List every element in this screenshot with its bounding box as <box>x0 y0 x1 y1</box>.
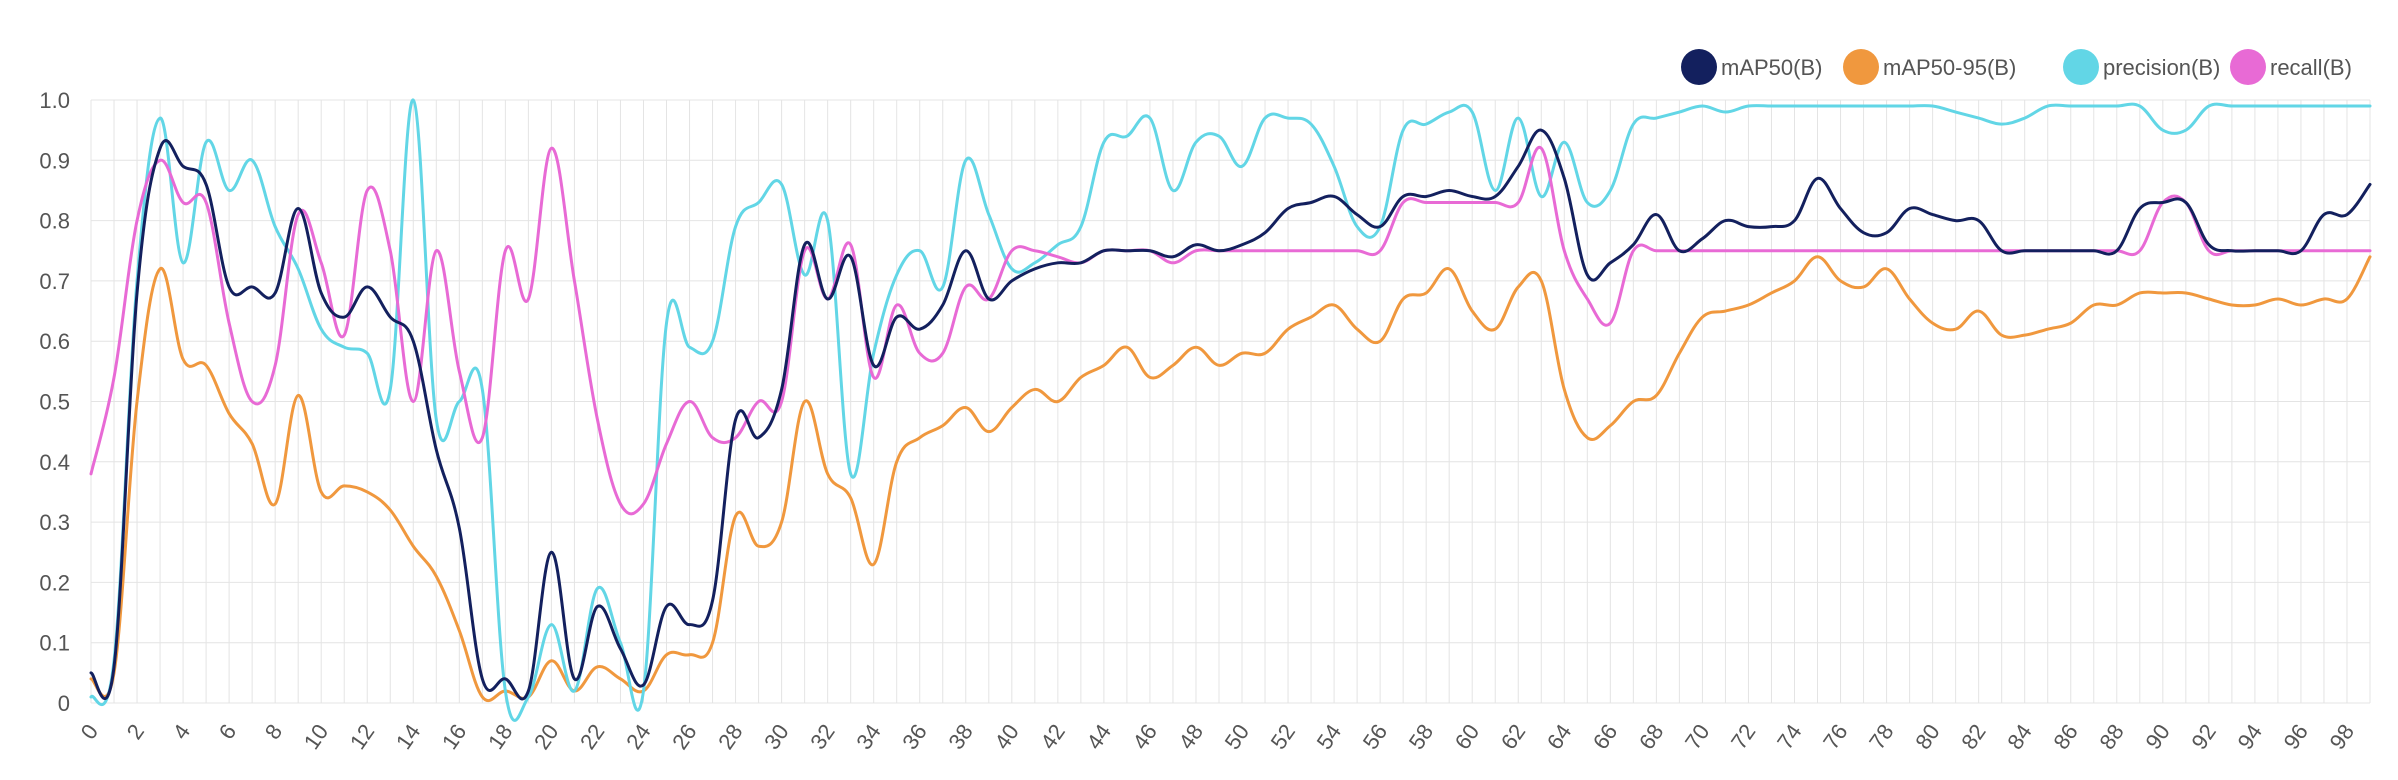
y-tick-label: 0.7 <box>39 269 70 294</box>
x-tick-label: 14 <box>391 720 426 754</box>
y-tick-label: 0.9 <box>39 148 70 173</box>
legend-marker-map50-95-b[interactable] <box>1843 49 1879 85</box>
y-tick-label: 0 <box>58 691 70 716</box>
x-tick-label: 46 <box>1128 720 1163 754</box>
x-tick-label: 42 <box>1035 720 1070 754</box>
x-tick-label: 40 <box>989 720 1024 754</box>
x-tick-label: 56 <box>1358 720 1393 754</box>
y-tick-label: 0.4 <box>39 450 70 475</box>
x-tick-label: 50 <box>1220 720 1255 754</box>
x-tick-label: 54 <box>1312 720 1347 754</box>
series-line-map50-95-b <box>89 255 2372 703</box>
legend-marker-map50-b[interactable] <box>1681 49 1717 85</box>
x-tick-label: 90 <box>2140 720 2175 754</box>
x-tick-label: 20 <box>529 720 564 754</box>
axes: 00.10.20.30.40.50.60.70.80.91.00 2 4 6 8 10 12… <box>39 88 2359 754</box>
x-tick-label: 30 <box>759 720 794 754</box>
y-tick-label: 0.1 <box>39 631 70 656</box>
x-tick-label: 84 <box>2002 720 2037 754</box>
x-tick-label: 62 <box>1496 720 1531 754</box>
x-tick-label: 6 <box>214 720 242 744</box>
y-tick-label: 0.6 <box>39 329 70 354</box>
legend-label-recall-b[interactable]: recall(B) <box>2270 55 2352 80</box>
grid <box>90 99 2371 704</box>
y-tick-label: 0.5 <box>39 390 70 415</box>
series-lines <box>89 98 2372 722</box>
x-tick-label: 88 <box>2094 720 2129 754</box>
x-tick-label: 78 <box>1864 720 1899 754</box>
y-tick-label: 1.0 <box>39 88 70 113</box>
x-tick-label: 94 <box>2232 720 2267 754</box>
x-tick-label: 86 <box>2048 720 2083 754</box>
x-tick-label: 32 <box>805 720 840 754</box>
legend-label-map50-95-b[interactable]: mAP50-95(B) <box>1883 55 2016 80</box>
x-tick-label: 28 <box>713 720 748 754</box>
x-tick-label: 92 <box>2186 720 2221 754</box>
x-tick-label: 66 <box>1588 720 1623 754</box>
x-tick-label: 44 <box>1081 720 1116 754</box>
x-tick-label: 0 <box>76 720 104 744</box>
y-tick-label: 0.3 <box>39 510 70 535</box>
legend-marker-precision-b[interactable] <box>2063 49 2099 85</box>
x-tick-label: 48 <box>1174 720 1209 754</box>
series-line-precision-b <box>89 98 2372 722</box>
x-tick-label: 96 <box>2279 720 2314 754</box>
x-tick-label: 4 <box>168 720 196 744</box>
x-tick-label: 74 <box>1772 720 1807 754</box>
legend: mAP50(B) mAP50-95(B) precision(B) recall(B) <box>1681 49 2352 85</box>
x-tick-label: 64 <box>1542 720 1577 754</box>
x-tick-label: 8 <box>260 720 288 744</box>
x-tick-label: 34 <box>851 720 886 754</box>
legend-label-precision-b[interactable]: precision(B) <box>2103 55 2220 80</box>
x-tick-label: 76 <box>1818 720 1853 754</box>
series-line-map50-b <box>89 128 2372 701</box>
x-tick-label: 22 <box>575 720 610 754</box>
x-tick-label: 70 <box>1680 720 1715 754</box>
x-tick-label: 16 <box>437 720 472 754</box>
x-tick-label: 58 <box>1404 720 1439 754</box>
y-tick-label: 0.8 <box>39 209 70 234</box>
x-tick-label: 68 <box>1634 720 1669 754</box>
x-tick-label: 18 <box>483 720 518 754</box>
x-tick-label: 38 <box>943 720 978 754</box>
x-tick-label: 36 <box>897 720 932 754</box>
series-line-recall-b <box>89 145 2372 516</box>
x-tick-label: 98 <box>2325 720 2360 754</box>
x-tick-label: 10 <box>299 720 334 754</box>
x-tick-label: 52 <box>1266 720 1301 754</box>
x-tick-label: 2 <box>122 720 150 744</box>
legend-label-map50-b[interactable]: mAP50(B) <box>1721 55 1822 80</box>
x-tick-label: 12 <box>345 720 380 754</box>
x-tick-label: 72 <box>1726 720 1761 754</box>
x-tick-label: 80 <box>1910 720 1945 754</box>
x-tick-label: 24 <box>621 720 656 754</box>
x-tick-label: 26 <box>667 720 702 754</box>
legend-marker-recall-b[interactable] <box>2230 49 2266 85</box>
x-tick-label: 82 <box>1956 720 1991 754</box>
y-tick-label: 0.2 <box>39 570 70 595</box>
x-tick-label: 60 <box>1450 720 1485 754</box>
